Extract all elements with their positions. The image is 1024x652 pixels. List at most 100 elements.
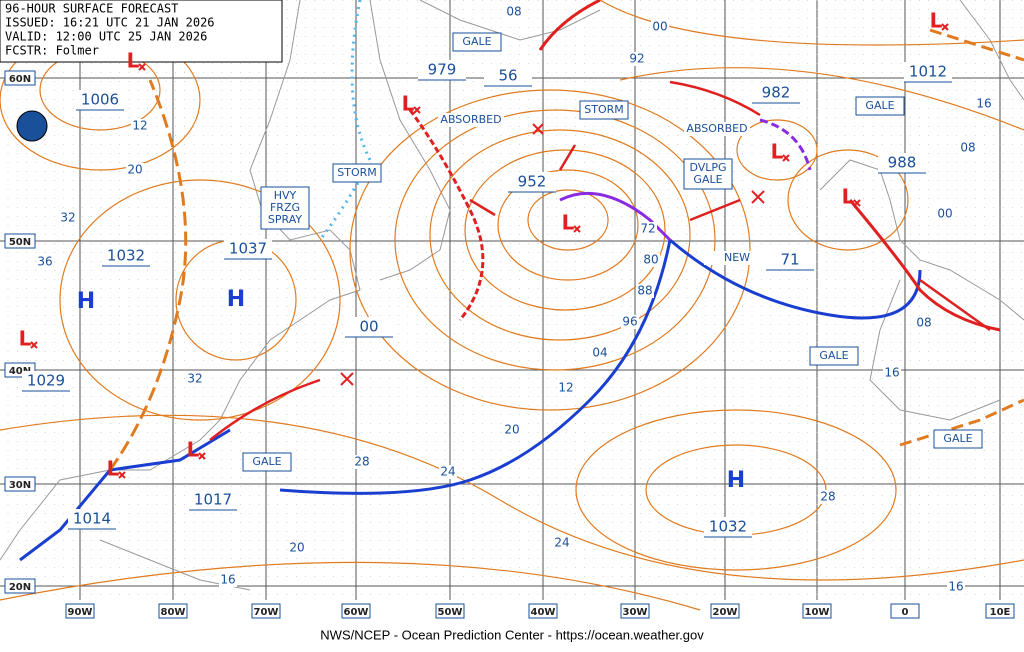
warning-text: GALE [462, 35, 491, 48]
high-center: H [77, 289, 95, 314]
low-x [573, 225, 581, 233]
longitude-label-text: 30W [623, 607, 648, 618]
warning-box: GALE [452, 32, 502, 52]
pressure-bg [904, 62, 952, 82]
low-center: L [930, 9, 943, 33]
pressure-bg [68, 509, 116, 529]
pressure-bg [76, 90, 124, 110]
longitude-label-text: 0 [902, 607, 909, 618]
warning-box-frame [260, 186, 310, 230]
longitude-label-box [435, 603, 465, 619]
warning-text: GALE [943, 432, 972, 445]
isobar-label: 28 [354, 455, 369, 469]
isobar-bg [186, 372, 204, 386]
warning-box: GALE [809, 346, 859, 366]
pressure-bg [345, 317, 393, 337]
pressure-bg [224, 239, 272, 259]
isobar-label: 96 [622, 315, 637, 329]
isobar-label: 00 [652, 20, 667, 34]
pressure-label: 1032 [107, 247, 145, 265]
longitude-label-text: 60W [344, 607, 369, 618]
low-x [853, 199, 861, 207]
longitude-label-text: 10W [805, 607, 830, 618]
warning-text: DVLPG [689, 161, 726, 174]
latitude-label-box [4, 233, 36, 249]
low-x [138, 63, 146, 71]
low-center: L [107, 457, 120, 481]
header-line: ISSUED: 16:21 UTC 21 JAN 2026 [5, 16, 215, 30]
low-center: L [842, 185, 855, 209]
isobar-bg [353, 455, 371, 469]
isobar-bg [883, 366, 901, 380]
pressure-bg [418, 60, 466, 80]
latitude-label-text: 60N [9, 74, 31, 85]
header-line: VALID: 12:00 UTC 25 JAN 2026 [5, 30, 207, 44]
warning-text: SPRAY [268, 213, 302, 226]
longitude-label-text: 10E [990, 607, 1011, 618]
latitude-label: 50N [4, 233, 36, 249]
latitude-label-text: 20N [9, 582, 31, 593]
warning-text: GALE [865, 99, 894, 112]
isobar-bg [503, 423, 521, 437]
isobar-label: 24 [554, 536, 569, 550]
longitude-label: 60W [341, 603, 371, 619]
longitude-label: 30W [620, 603, 650, 619]
longitude-label-box [620, 603, 650, 619]
header-line: 96-HOUR SURFACE FORECAST [5, 2, 178, 16]
isobar-bg [59, 211, 77, 225]
isobar-label: 16 [948, 580, 963, 594]
isobar-label: 08 [506, 5, 521, 19]
pressure-bg [752, 83, 800, 103]
warning-text: FRZG [270, 201, 300, 214]
longitude-label-box [251, 603, 281, 619]
isobar-bg [639, 222, 657, 236]
longitude-label-box [710, 603, 740, 619]
isobar-bg [557, 381, 575, 395]
warning-box: GALE [933, 429, 983, 449]
forecast-x-marks [340, 123, 765, 386]
annotation: ABSORBED [440, 113, 501, 126]
longitude-label: 20W [710, 603, 740, 619]
low-x [413, 106, 421, 114]
latitude-label: 60N [4, 70, 36, 86]
isobar-bg [288, 541, 306, 555]
warning-box: GALE [242, 452, 292, 472]
isobar-label: 16 [220, 573, 235, 587]
pressure-bg [766, 250, 814, 270]
annotation-bg [704, 251, 770, 265]
longitude-label: 80W [158, 603, 188, 619]
isobar-bg [591, 346, 609, 360]
pressure-bg [22, 371, 70, 391]
pressure-label: 1014 [73, 510, 111, 528]
warning-box: STORM [332, 163, 382, 183]
low-center: L [402, 92, 415, 116]
warning-box: STORM [579, 100, 629, 120]
pressure-label: 982 [762, 84, 791, 102]
high-center: H [727, 468, 745, 493]
isobar-bg [651, 20, 669, 34]
isobar-label: 04 [592, 346, 607, 360]
isobar-label: 72 [640, 222, 655, 236]
longitude-label-box [341, 603, 371, 619]
longitude-label-text: 80W [161, 607, 186, 618]
warning-box-frame [683, 158, 733, 190]
latitude-label: 30N [4, 476, 36, 492]
pressure-bg [484, 66, 532, 86]
longitude-label: 0 [890, 603, 920, 619]
isobar-label: 88 [637, 284, 652, 298]
latitude-label-text: 30N [9, 480, 31, 491]
warning-box-frame [809, 346, 859, 366]
isobar-label: 00 [937, 207, 952, 221]
low-center: L [187, 438, 200, 462]
isobar-bg [553, 536, 571, 550]
pressure-bg [189, 490, 237, 510]
map-background [0, 0, 1024, 625]
isobar-bg [936, 207, 954, 221]
header-line: FCSTR: Folmer [5, 44, 99, 58]
annotation: NEW [724, 251, 750, 264]
pressure-label: 979 [428, 61, 457, 79]
isobar-label: 20 [289, 541, 304, 555]
